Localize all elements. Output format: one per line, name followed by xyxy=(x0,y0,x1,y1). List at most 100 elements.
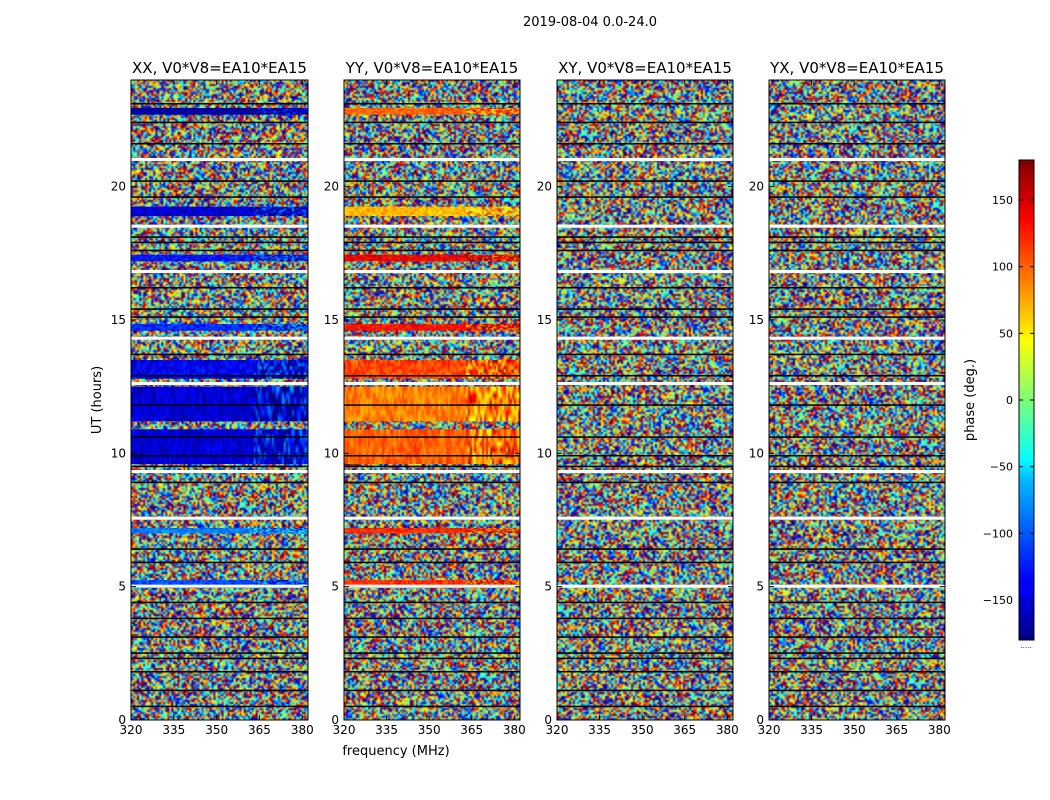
y-tick-label: 20 xyxy=(324,180,339,194)
phase-band xyxy=(131,429,308,464)
phase-band xyxy=(131,324,308,331)
y-tick-label: 0 xyxy=(331,713,339,727)
panel-1: XX, V0*V8=EA10*EA15 320 335 350 365 380 0 5 10 15… xyxy=(90,59,314,737)
black-row xyxy=(344,652,520,654)
black-row xyxy=(131,236,308,238)
y-tick-label: 5 xyxy=(331,580,339,594)
flagged-row xyxy=(344,516,520,520)
black-row xyxy=(344,353,520,356)
black-row xyxy=(131,308,308,310)
black-row xyxy=(131,316,308,318)
black-row xyxy=(557,241,733,244)
y-tick-label: 20 xyxy=(111,180,126,194)
flagged-row xyxy=(344,584,520,588)
x-tick-label: 335 xyxy=(162,723,185,737)
black-row xyxy=(344,249,520,252)
black-row xyxy=(769,287,945,289)
black-row xyxy=(557,404,733,406)
flagged-row xyxy=(769,516,945,520)
black-row xyxy=(344,241,520,244)
black-row xyxy=(344,705,520,708)
x-tick-label: 365 xyxy=(885,723,908,737)
black-row xyxy=(557,316,733,318)
x-tick-label: 350 xyxy=(205,723,228,737)
flagged-row xyxy=(344,224,520,228)
x-tick-label: 380 xyxy=(716,723,739,737)
black-row xyxy=(769,436,945,438)
black-row xyxy=(131,617,308,620)
y-tick-label: 10 xyxy=(111,446,126,460)
black-row xyxy=(557,196,733,198)
black-row xyxy=(557,601,733,604)
phase-band xyxy=(344,360,520,379)
flagged-row xyxy=(769,382,945,385)
black-row xyxy=(344,636,520,638)
black-row xyxy=(344,455,520,457)
x-tick-label: 365 xyxy=(460,723,483,737)
colorbar-tick-label: 100 xyxy=(992,261,1013,274)
phase-band xyxy=(131,206,308,216)
colorbar-tick-label: 150 xyxy=(992,194,1013,207)
y-tick-label: 15 xyxy=(537,313,552,327)
black-row xyxy=(769,353,945,356)
flagged-row xyxy=(131,516,308,520)
plot-frame xyxy=(130,79,309,721)
phase-band xyxy=(131,360,308,379)
black-row xyxy=(344,689,520,692)
plot-frame xyxy=(556,79,734,721)
black-row xyxy=(557,481,733,484)
black-row xyxy=(131,657,308,660)
y-tick-label: 0 xyxy=(544,713,552,727)
black-row xyxy=(131,143,308,145)
black-row xyxy=(769,465,945,468)
black-row xyxy=(131,671,308,673)
black-row xyxy=(769,455,945,457)
x-tick-label: 320 xyxy=(758,723,781,737)
black-row xyxy=(769,705,945,708)
x-tick-label: 365 xyxy=(673,723,696,737)
black-row xyxy=(344,548,520,550)
black-row xyxy=(557,103,733,105)
panels: XX, V0*V8=EA10*EA15 320 335 350 365 380 0 5 10 15… xyxy=(90,59,951,759)
black-row xyxy=(344,601,520,604)
black-row xyxy=(344,436,520,438)
y-tick-label: 5 xyxy=(756,580,764,594)
black-row xyxy=(131,436,308,438)
y-tick-label: 20 xyxy=(749,180,764,194)
y-tick-label: 15 xyxy=(324,313,339,327)
y-axis-label: UT (hours) xyxy=(90,366,105,434)
panel-4: YX, V0*V8=EA10*EA15 320 335 350 365 380 0 5 10 15… xyxy=(749,59,951,737)
black-row xyxy=(344,287,520,289)
phase-band xyxy=(344,429,520,464)
flagged-row xyxy=(557,382,733,385)
panel-title: XY, V0*V8=EA10*EA15 xyxy=(558,59,732,77)
flagged-row xyxy=(769,470,945,473)
phase-band xyxy=(131,108,308,115)
y-tick-label: 10 xyxy=(749,446,764,460)
black-row xyxy=(557,671,733,673)
heatmap-noise xyxy=(557,80,733,720)
flagged-row xyxy=(131,382,308,385)
black-row xyxy=(769,241,945,244)
flagged-row xyxy=(557,158,733,161)
black-row xyxy=(769,689,945,692)
flagged-row xyxy=(557,336,733,340)
black-row xyxy=(131,353,308,356)
black-row xyxy=(557,455,733,457)
y-tick-label: 20 xyxy=(537,180,552,194)
flagged-row xyxy=(131,158,308,161)
x-tick-label: 320 xyxy=(333,723,356,737)
colorbar-tick-label: −50 xyxy=(990,461,1013,474)
black-row xyxy=(131,103,308,105)
black-row xyxy=(131,689,308,692)
black-row xyxy=(344,143,520,145)
black-row xyxy=(557,436,733,438)
y-tick-label: 5 xyxy=(118,580,126,594)
colorbar-tick-label: 50 xyxy=(999,327,1013,340)
black-row xyxy=(344,196,520,198)
black-row xyxy=(131,548,308,550)
x-tick-label: 350 xyxy=(843,723,866,737)
panel-2: YY, V0*V8=EA10*EA15 320 335 350 365 380 0 5 10 15… xyxy=(324,59,526,759)
flagged-row xyxy=(769,270,945,273)
x-tick-label: 335 xyxy=(800,723,823,737)
